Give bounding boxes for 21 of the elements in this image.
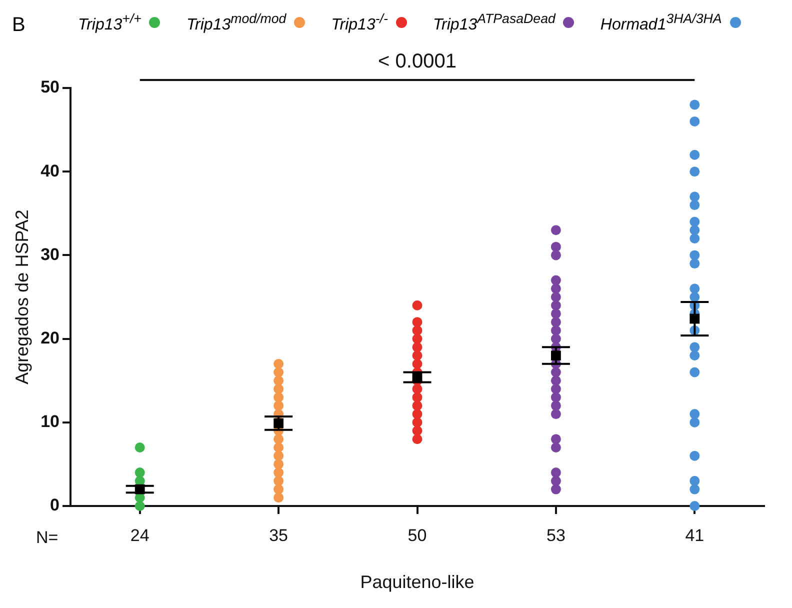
y-tick-label: 30 — [40, 244, 60, 264]
y-tick-label: 50 — [40, 78, 60, 97]
legend-label: Trip13$^{+/+}$ — [78, 11, 142, 35]
text: < 0.0001 — [378, 50, 456, 73]
y-tick-label: 40 — [40, 161, 60, 180]
y-axis-title: Agregados de HSPA2 — [12, 210, 32, 384]
x-tick-label: 50 — [408, 526, 427, 545]
x-tick-label: 41 — [685, 526, 704, 545]
text: N= — [36, 528, 58, 548]
x-tick-label: 24 — [130, 526, 150, 545]
legend-label: Trip13$^{ATPasaDead}$ — [432, 11, 556, 35]
y-tick-label: 20 — [40, 328, 60, 348]
x-tick-label: 53 — [546, 526, 566, 545]
legend-label: Trip13$^{mod/mod}$ — [186, 11, 286, 35]
x-axis-title: Paquiteno-like — [360, 572, 474, 592]
legend-label: Hormad1$^{3HA/3HA}$ — [600, 11, 722, 35]
y-tick-label: 0 — [50, 496, 60, 515]
y-tick-label: 10 — [40, 412, 60, 432]
legend-label: Trip13$^{-/-}$ — [331, 11, 388, 35]
x-tick-label: 35 — [269, 526, 288, 545]
text: B — [12, 14, 26, 37]
